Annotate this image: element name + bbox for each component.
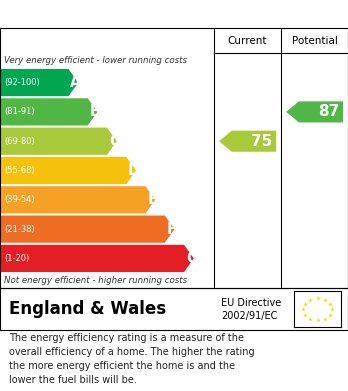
- Text: (1-20): (1-20): [4, 254, 30, 263]
- Text: 87: 87: [318, 104, 340, 119]
- Text: (21-38): (21-38): [4, 224, 35, 234]
- Text: (69-80): (69-80): [4, 137, 35, 146]
- Polygon shape: [286, 101, 343, 122]
- Polygon shape: [0, 157, 136, 184]
- Text: (39-54): (39-54): [4, 196, 35, 204]
- Text: (92-100): (92-100): [4, 78, 40, 87]
- Text: England & Wales: England & Wales: [9, 300, 166, 318]
- Polygon shape: [0, 69, 78, 96]
- Text: Very energy efficient - lower running costs: Very energy efficient - lower running co…: [4, 56, 187, 65]
- Polygon shape: [0, 245, 194, 272]
- Polygon shape: [0, 186, 155, 213]
- Text: The energy efficiency rating is a measure of the
overall efficiency of a home. T: The energy efficiency rating is a measur…: [9, 333, 254, 385]
- Text: A: A: [70, 75, 81, 90]
- Text: B: B: [89, 104, 101, 119]
- Polygon shape: [0, 98, 97, 126]
- Polygon shape: [0, 215, 175, 243]
- Polygon shape: [0, 127, 117, 155]
- Text: EU Directive
2002/91/EC: EU Directive 2002/91/EC: [221, 298, 281, 321]
- Text: Energy Efficiency Rating: Energy Efficiency Rating: [9, 7, 230, 22]
- Text: (81-91): (81-91): [4, 108, 35, 117]
- Text: Potential: Potential: [292, 36, 338, 45]
- Text: G: G: [186, 251, 198, 266]
- Text: (55-68): (55-68): [4, 166, 35, 175]
- Text: F: F: [167, 222, 176, 237]
- Text: D: D: [128, 163, 140, 178]
- Text: E: E: [147, 192, 157, 207]
- Text: 75: 75: [251, 134, 273, 149]
- Text: Current: Current: [228, 36, 267, 45]
- Text: Not energy efficient - higher running costs: Not energy efficient - higher running co…: [4, 276, 187, 285]
- Polygon shape: [219, 131, 276, 152]
- Text: C: C: [109, 134, 119, 149]
